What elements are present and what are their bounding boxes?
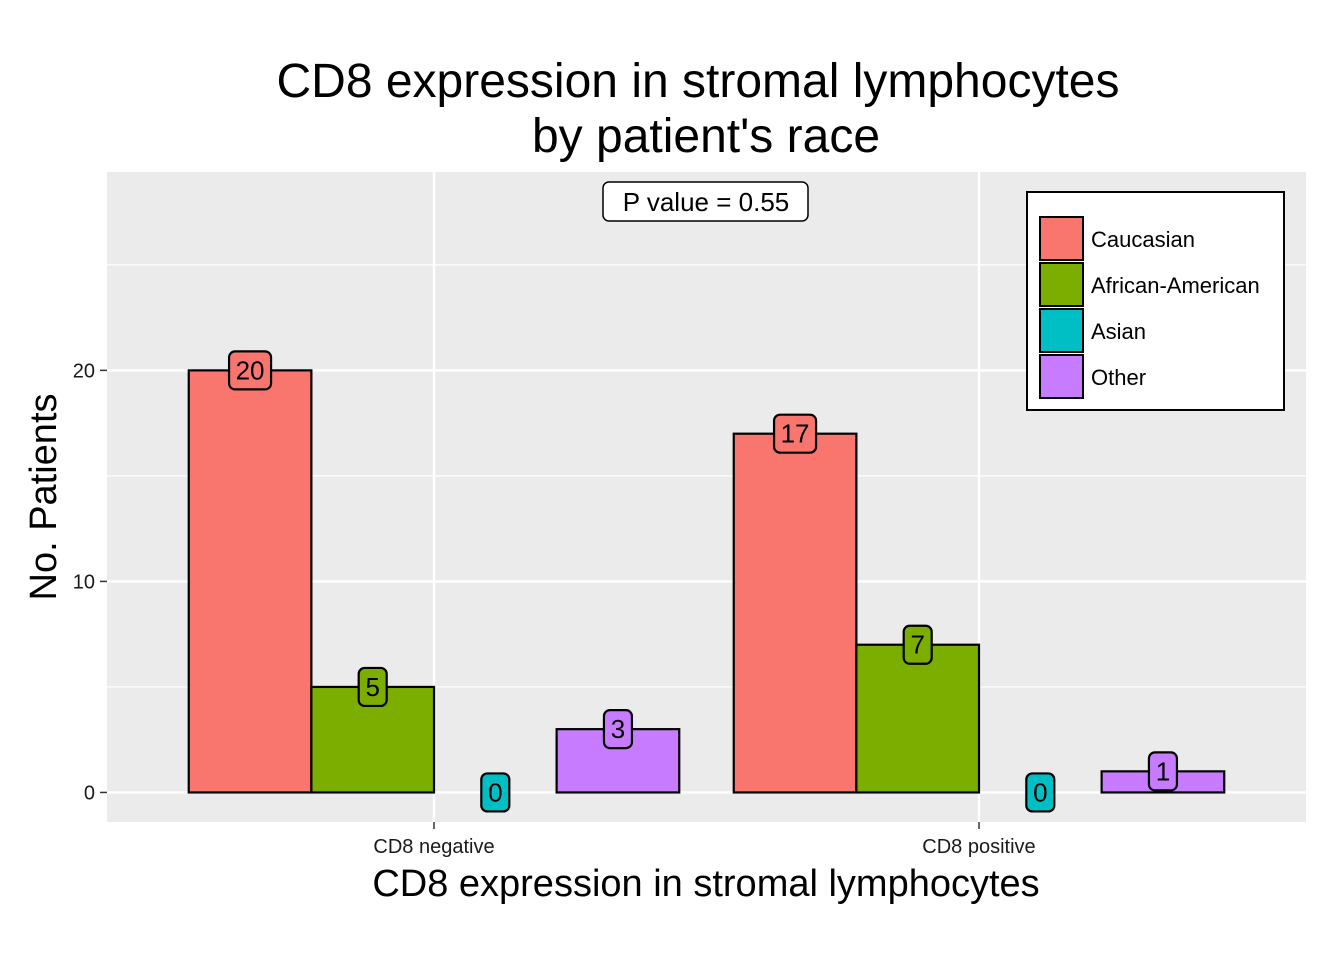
bars bbox=[187, 369, 1226, 794]
data-label-text: 20 bbox=[236, 355, 265, 385]
chart-title-line-2: by patient's race bbox=[532, 110, 880, 163]
bar bbox=[187, 369, 313, 794]
x-axis-title: CD8 expression in stromal lymphocytes bbox=[372, 863, 1039, 905]
legend-key bbox=[1039, 354, 1084, 399]
data-label-text: 3 bbox=[611, 714, 625, 744]
data-label: 0 bbox=[480, 772, 511, 813]
p-value-annotation: P value = 0.55 bbox=[602, 181, 809, 222]
legend-label: African-American bbox=[1091, 273, 1260, 298]
data-label-box bbox=[227, 350, 273, 391]
x-axis: CD8 negative CD8 positive bbox=[373, 822, 1036, 858]
x-tick-label: CD8 positive bbox=[922, 836, 1035, 858]
y-tick-label: 10 bbox=[73, 571, 95, 593]
data-label-box bbox=[902, 624, 933, 665]
p-value-text: P value = 0.55 bbox=[623, 187, 790, 217]
data-label: 17 bbox=[772, 413, 818, 454]
y-axis-title: No. Patients bbox=[23, 394, 65, 601]
data-label-text: 1 bbox=[1156, 756, 1170, 786]
bar bbox=[855, 643, 981, 794]
data-label-box bbox=[357, 666, 388, 708]
data-label-box bbox=[772, 413, 818, 454]
data-label-text: 0 bbox=[1033, 777, 1047, 807]
legend: Caucasian African-American Asian Other bbox=[1026, 191, 1285, 411]
legend-label: Caucasian bbox=[1091, 227, 1195, 252]
y-axis: 0 10 20 bbox=[73, 360, 107, 804]
data-label: 0 bbox=[1025, 772, 1056, 813]
legend-key bbox=[1039, 308, 1084, 353]
data-label: 7 bbox=[902, 624, 933, 665]
data-label: 3 bbox=[602, 709, 634, 750]
data-labels: 20 5 0 3 17 7 0 1 bbox=[227, 350, 1179, 813]
data-label: 20 bbox=[227, 350, 273, 391]
chart-title-line-1: CD8 expression in stromal lymphocytes bbox=[277, 55, 1120, 108]
data-label-text: 0 bbox=[488, 777, 502, 807]
legend-label: Other bbox=[1091, 365, 1146, 390]
y-tick-label: 0 bbox=[84, 782, 95, 804]
data-label-box bbox=[1025, 772, 1056, 813]
data-label-box bbox=[480, 772, 511, 813]
bar bbox=[732, 432, 858, 794]
data-label-text: 7 bbox=[910, 630, 924, 660]
data-label: 5 bbox=[357, 666, 388, 708]
data-label-box bbox=[602, 709, 634, 750]
x-tick-label: CD8 negative bbox=[373, 836, 494, 858]
data-label-text: 17 bbox=[781, 419, 810, 449]
data-label-text: 5 bbox=[365, 672, 379, 702]
data-label: 1 bbox=[1147, 751, 1179, 792]
data-label-box bbox=[1147, 751, 1179, 792]
legend-label: Asian bbox=[1091, 319, 1146, 344]
legend-key bbox=[1039, 216, 1084, 261]
legend-key bbox=[1039, 262, 1084, 307]
y-tick-label: 20 bbox=[73, 360, 95, 382]
